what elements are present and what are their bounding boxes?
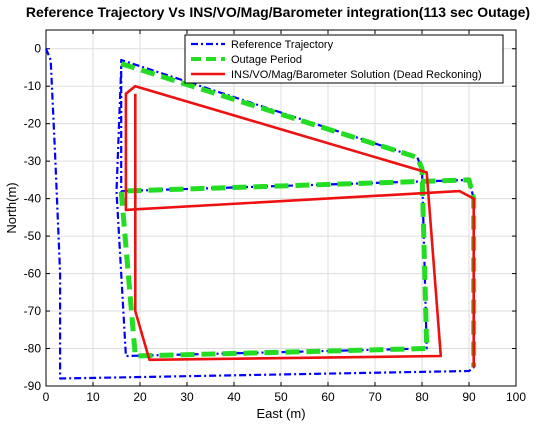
legend-label-2: Outage Period — [231, 54, 302, 66]
x-tick-label: 60 — [321, 390, 335, 404]
ticks: 0 10 20 30 40 50 60 70 80 90 100 0 -10 -20 -30 -40 -50 -6… — [24, 30, 526, 404]
x-tick-label: 40 — [227, 390, 241, 404]
x-tick-label: 90 — [462, 390, 476, 404]
series-line-1 — [44, 48, 475, 380]
y-tick-label: -40 — [24, 192, 42, 206]
y-tick-label: -10 — [24, 79, 42, 93]
chart-title: Reference Trajectory Vs INS/VO/Mag/Barom… — [26, 4, 530, 20]
y-tick-label: -70 — [24, 304, 42, 318]
x-tick-label: 80 — [415, 390, 429, 404]
legend: Reference Trajectory Outage Period INS/VO/… — [184, 34, 504, 84]
legend-label-3: INS/VO/Mag/Barometer Solution (Dead Reck… — [231, 69, 482, 81]
series-line-2 — [118, 61, 477, 368]
series-group — [44, 48, 477, 380]
y-tick-label: -60 — [24, 267, 42, 281]
y-tick-label: -20 — [24, 117, 42, 131]
y-tick-label: -90 — [24, 379, 42, 393]
y-tick-label: -30 — [24, 154, 42, 168]
x-tick-label: 10 — [86, 390, 100, 404]
y-tick-label: -80 — [24, 342, 42, 356]
legend-box — [184, 34, 504, 84]
x-axis-label: East (m) — [256, 406, 305, 421]
y-tick-label: 0 — [34, 42, 41, 56]
legend-label-1: Reference Trajectory — [231, 39, 334, 51]
x-tick-label: 100 — [506, 390, 526, 404]
y-tick-label: -50 — [24, 229, 42, 243]
x-tick-label: 20 — [133, 390, 147, 404]
y-axis-label: North(m) — [4, 182, 19, 233]
x-tick-label: 30 — [180, 390, 194, 404]
x-tick-label: 0 — [43, 390, 50, 404]
x-tick-label: 50 — [274, 390, 288, 404]
x-tick-label: 70 — [368, 390, 382, 404]
series-line-3 — [124, 84, 475, 368]
